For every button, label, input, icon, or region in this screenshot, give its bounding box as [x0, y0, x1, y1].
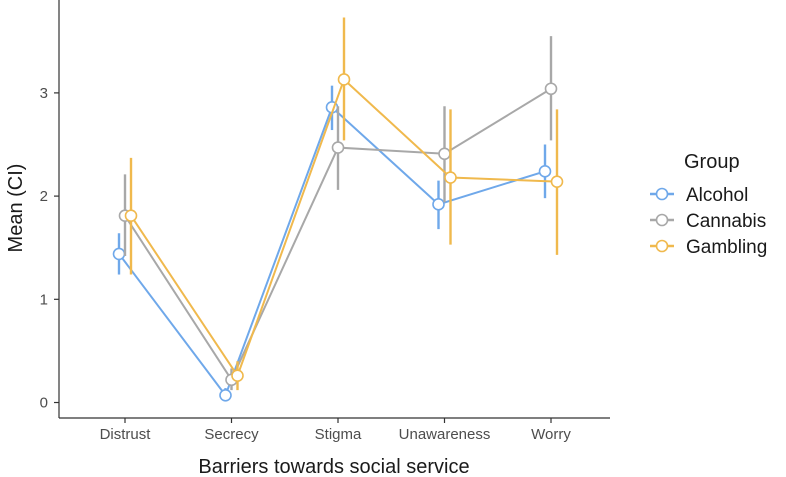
y-tick-label: 0	[40, 395, 48, 412]
x-tick-label: Worry	[531, 426, 571, 443]
data-point	[444, 171, 457, 184]
legend-key-point	[655, 187, 669, 201]
legend-label: Gambling	[686, 237, 767, 258]
data-point	[231, 369, 244, 382]
y-tick-label: 1	[40, 291, 48, 308]
data-point	[337, 73, 351, 86]
legend-key-point	[655, 239, 669, 253]
legend-title: Group	[684, 151, 740, 173]
data-point	[538, 165, 552, 178]
y-tick-label: 2	[40, 188, 48, 205]
legend-label: Alcohol	[686, 185, 748, 206]
legend-label: Cannabis	[686, 211, 766, 232]
legend: Group Alcohol Cannabis Gambling	[650, 151, 767, 258]
series-gambling	[124, 17, 564, 391]
series-alcohol	[112, 85, 552, 402]
data-point	[124, 209, 138, 223]
x-tick-label: Distrust	[100, 426, 152, 443]
data-point	[331, 141, 345, 154]
y-tick-label: 3	[40, 85, 48, 102]
x-tick-label: Secrecy	[204, 426, 259, 443]
x-ticks: Distrust Secrecy Stigma Unawareness Worry	[100, 418, 571, 443]
axes	[58, 0, 610, 419]
data-point	[219, 388, 232, 402]
series-layer	[112, 17, 564, 402]
data-point	[432, 198, 445, 211]
series-line	[118, 105, 546, 398]
legend-key-point	[655, 213, 669, 227]
y-ticks: 0 1 2 3	[40, 85, 59, 412]
x-tick-label: Unawareness	[399, 426, 491, 443]
series-cannabis	[118, 36, 558, 391]
data-point	[550, 175, 564, 188]
x-tick-label: Stigma	[315, 426, 362, 443]
data-point	[544, 82, 558, 96]
data-point	[438, 147, 451, 161]
data-point	[112, 247, 126, 261]
x-axis-title: Barriers towards social service	[198, 456, 469, 477]
y-axis-title: Mean (CI)	[5, 164, 27, 253]
